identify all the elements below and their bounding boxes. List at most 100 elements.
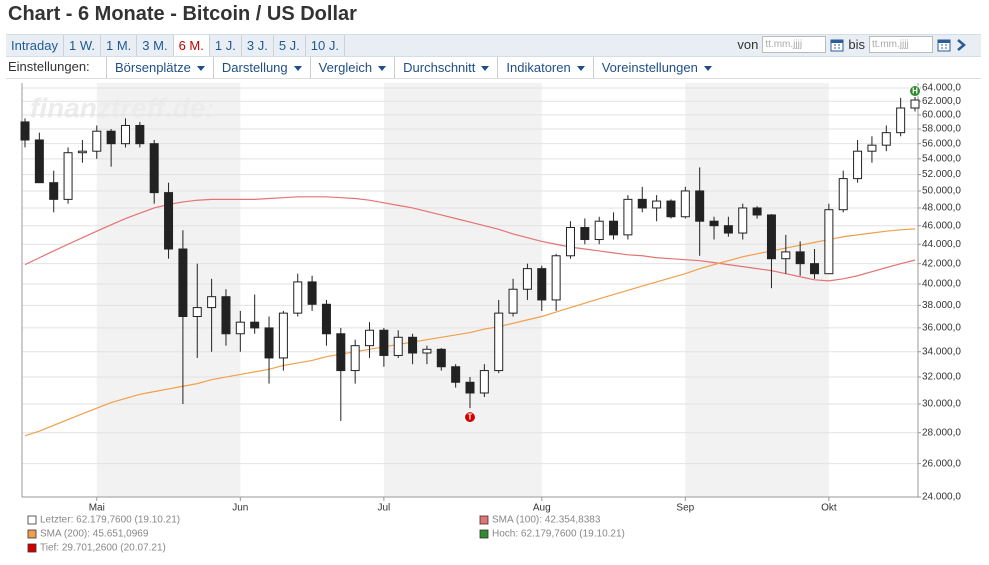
sma-line [24, 196, 916, 282]
candle-body [609, 220, 619, 236]
extreme-marker [909, 85, 921, 98]
candle-body [20, 121, 30, 141]
candle-body [178, 248, 188, 317]
candle-body [149, 143, 159, 194]
candle-body [34, 139, 44, 184]
y-tick-label: 26.000,0 [922, 458, 961, 469]
legend-swatch [27, 529, 37, 539]
candle-body [881, 132, 891, 146]
candle-body [379, 329, 389, 356]
x-tick-label: Aug [533, 503, 551, 514]
candle-body [278, 312, 288, 359]
period-tab[interactable]: 5 J. [274, 35, 306, 56]
settings-bar: Einstellungen: Börsenplätze Darstellung Ve… [6, 57, 981, 79]
candle-body [92, 130, 102, 152]
period-bar: Intraday 1 W. 1 M. 3 M. 6 M. 1 J. 3 J. 5 J. 10 J… [6, 34, 981, 57]
candle-body [709, 220, 719, 227]
candle-body [594, 220, 604, 241]
candle-body [479, 370, 489, 394]
settings-menus: Börsenplätze Darstellung Vergleich Durchsch… [106, 57, 720, 78]
period-tab[interactable]: 1 M. [101, 35, 138, 56]
candle-body [781, 251, 791, 260]
candle-body [508, 288, 518, 314]
candle-body [637, 198, 647, 209]
from-input[interactable]: tt.mm.jjjj [762, 36, 827, 53]
x-tick-label: Jun [232, 503, 248, 514]
y-tick-label: 30.000,0 [922, 399, 961, 410]
y-tick-label: 60.000,0 [922, 110, 961, 121]
candle-body [49, 182, 59, 200]
calendar-icon[interactable] [830, 38, 844, 52]
settings-menu[interactable]: Vergleich [309, 57, 394, 78]
period-tab[interactable]: 3 M. [137, 35, 174, 56]
y-tick-label: 24.000,0 [922, 492, 961, 503]
candle-body [695, 190, 705, 222]
candle-body [795, 251, 805, 265]
month-band [96, 83, 241, 497]
candle-body [565, 227, 575, 257]
candle-body [896, 107, 906, 134]
x-tick-label: Sep [676, 503, 694, 514]
settings-menu[interactable]: Darstellung [212, 57, 310, 78]
y-tick-label: 32.000,0 [922, 372, 961, 383]
legend-swatch [27, 543, 37, 553]
candle-body [910, 99, 920, 109]
candle-body [77, 150, 87, 154]
watermark: finanztreff.de: [30, 92, 215, 123]
period-tabs: Intraday 1 W. 1 M. 3 M. 6 M. 1 J. 3 J. 5 J. 10 J… [6, 35, 345, 56]
month-band [383, 83, 542, 497]
settings-menu[interactable]: Börsenplätze [106, 57, 213, 78]
candle-body [321, 303, 331, 335]
go-arrow[interactable] [955, 38, 967, 52]
candle-body [350, 345, 360, 372]
candle-body [365, 329, 375, 347]
period-tab[interactable]: Intraday [6, 35, 64, 56]
legend-label: SMA (100): 42.354,8383 [492, 515, 601, 526]
candle-body [723, 225, 733, 234]
to-input[interactable]: tt.mm.jjjj [869, 36, 933, 53]
y-tick-label: 56.000,0 [922, 138, 961, 149]
x-tick-label: Mai [89, 503, 105, 514]
candle-body [207, 296, 217, 309]
candle-body [63, 152, 73, 200]
extreme-marker-label: H [912, 87, 918, 96]
to-label: bis [848, 37, 865, 52]
settings-menu[interactable]: Indikatoren [497, 57, 592, 78]
candle-body [235, 321, 245, 335]
candle-body [853, 150, 863, 180]
y-tick-label: 62.000,0 [922, 96, 961, 107]
period-tab[interactable]: 6 M. [173, 35, 210, 56]
calendar-icon[interactable] [937, 38, 951, 52]
settings-label: Einstellungen: [8, 59, 90, 74]
period-tab[interactable]: 3 J. [242, 35, 274, 56]
candle-body [738, 207, 748, 234]
candle-body [393, 336, 403, 356]
y-tick-label: 64.000,0 [922, 83, 961, 94]
candle-body [580, 227, 590, 241]
candle-body [192, 307, 202, 317]
month-band [685, 83, 829, 497]
legend-label: Hoch: 62.179,7600 (19.10.21) [492, 529, 625, 540]
candle-body [264, 327, 274, 359]
period-tab[interactable]: 1 J. [210, 35, 242, 56]
legend-swatch [479, 515, 489, 525]
candle-body [867, 144, 877, 152]
period-tab[interactable]: 1 W. [64, 35, 101, 56]
candle-body [752, 207, 762, 216]
legend-swatch [479, 529, 489, 539]
candle-body [652, 200, 662, 209]
y-tick-label: 52.000,0 [922, 169, 961, 180]
candle-body [810, 263, 820, 275]
period-tab[interactable]: 10 J. [306, 35, 345, 56]
settings-menu[interactable]: Voreinstellungen [592, 57, 720, 78]
y-tick-label: 40.000,0 [922, 279, 961, 290]
x-tick-label: Jul [377, 503, 390, 514]
plot-frame [21, 83, 919, 498]
y-tick-label: 58.000,0 [922, 124, 961, 135]
candle-body [465, 381, 475, 394]
candle-body [494, 312, 504, 372]
candle-body [422, 348, 432, 354]
candle-body [408, 336, 418, 354]
y-tick-label: 38.000,0 [922, 300, 961, 311]
settings-menu[interactable]: Durchschnitt [394, 57, 497, 78]
